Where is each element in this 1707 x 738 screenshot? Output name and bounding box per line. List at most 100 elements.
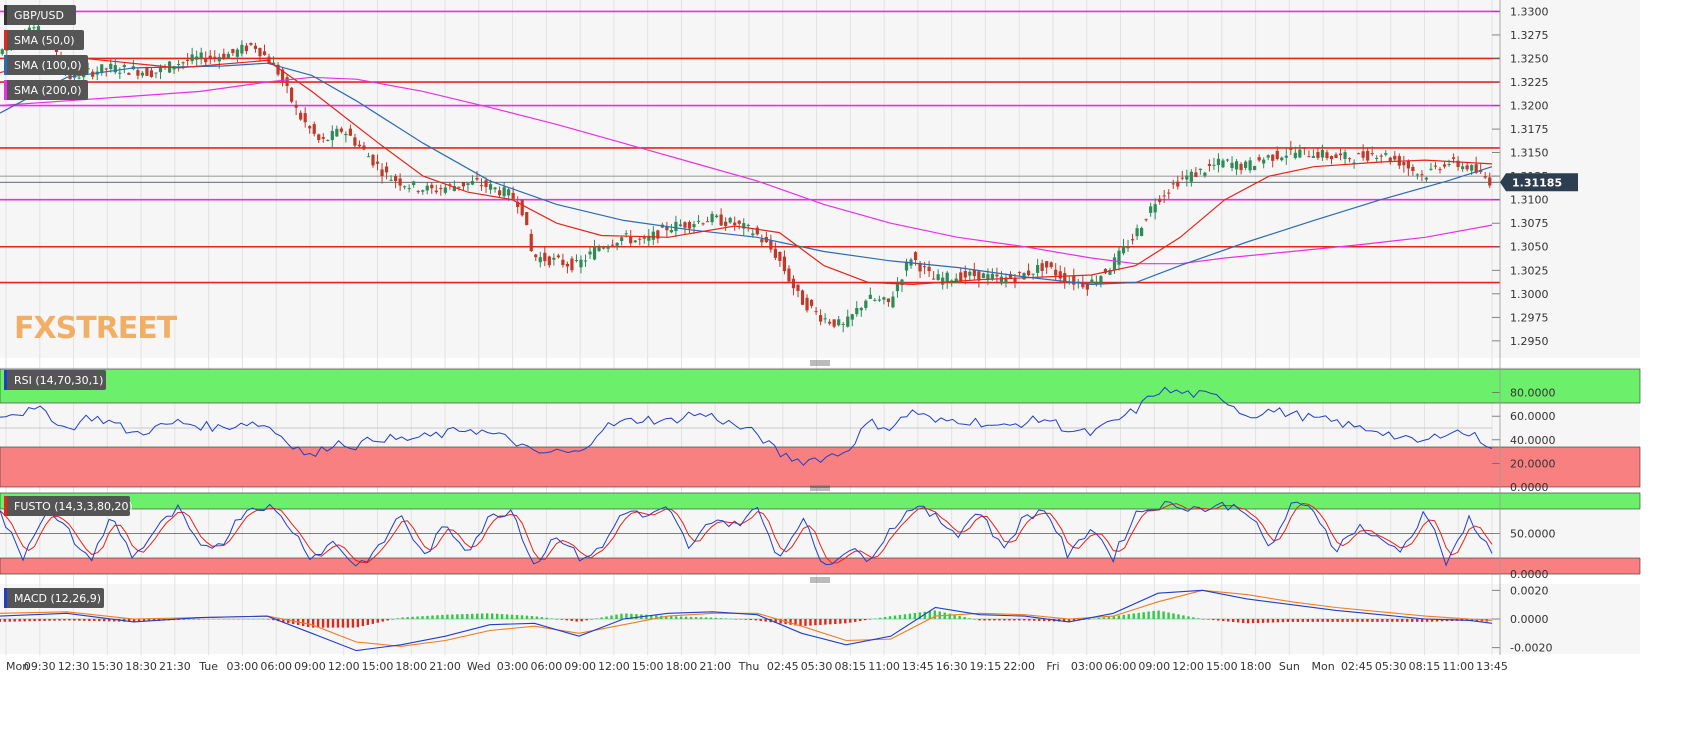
macd-histogram-bar	[1336, 619, 1339, 622]
macd-histogram-bar	[580, 619, 583, 622]
macd-histogram-bar	[1122, 614, 1125, 619]
macd-histogram-bar	[1236, 619, 1240, 623]
macd-histogram-bar	[734, 619, 738, 620]
candle	[366, 152, 371, 158]
macd-histogram-bar	[794, 619, 797, 626]
macd-histogram-bar	[351, 619, 355, 628]
macd-histogram-bar	[1182, 615, 1185, 619]
macd-histogram-bar	[1072, 619, 1076, 622]
macd-line	[0, 589, 1493, 652]
candle	[516, 196, 520, 214]
macd-histogram-bar	[1246, 619, 1250, 624]
macd-histogram-bar	[714, 617, 718, 619]
macd-histogram-bar	[326, 619, 330, 628]
macd-histogram-bar	[1276, 619, 1280, 623]
candle	[1302, 147, 1306, 155]
macd-histogram-bar	[719, 618, 723, 619]
svg-text:1.31185: 1.31185	[1512, 176, 1562, 189]
x-tick-label: 16:30	[936, 660, 968, 673]
sma200-line	[0, 76, 1493, 265]
candle	[371, 154, 375, 168]
macd-histogram-bar	[665, 616, 668, 619]
macd-histogram-bar	[600, 617, 603, 619]
macd-histogram-bar	[1207, 619, 1210, 620]
macd-histogram-bar	[779, 619, 782, 624]
macd-histogram-bar	[346, 619, 350, 628]
y-tick-label: 1.3225	[1510, 76, 1549, 89]
candle	[719, 208, 723, 227]
sma200-legend-chip[interactable]: SMA (200,0)	[4, 80, 88, 100]
candle	[647, 229, 651, 247]
macd-histogram-bar	[933, 610, 936, 619]
macd-histogram-bar	[361, 619, 365, 627]
panel-resize-handle[interactable]	[810, 485, 830, 491]
macd-histogram-bar	[381, 619, 384, 622]
candle	[140, 71, 145, 78]
candle	[1479, 163, 1483, 174]
stoch-legend-chip[interactable]: FUSTO (14,3,3,80,20)	[4, 496, 133, 516]
candle	[100, 64, 104, 76]
candle	[199, 47, 203, 65]
macd-histogram-bar	[1067, 619, 1071, 622]
candle	[687, 220, 692, 234]
macd-histogram-bar	[207, 619, 210, 620]
instrument-chip[interactable]: GBP/USD	[4, 5, 76, 25]
x-tick-label: 15:00	[632, 660, 664, 673]
macd-histogram-bar	[1013, 619, 1016, 621]
macd-histogram-bar	[1366, 619, 1369, 622]
candle	[1099, 274, 1103, 288]
macd-histogram-bar	[655, 615, 658, 619]
macd-histogram-bar	[993, 619, 996, 621]
candle	[855, 301, 859, 317]
candle	[728, 216, 732, 224]
candle	[484, 177, 488, 193]
panel-resize-handle[interactable]	[810, 577, 830, 583]
macd-histogram-bar	[406, 617, 409, 619]
candle	[1194, 167, 1198, 178]
candle	[715, 213, 719, 219]
candle	[344, 131, 348, 143]
candle	[1483, 171, 1487, 180]
macd-histogram-bar	[1152, 610, 1155, 619]
x-tick-label: 11:00	[868, 660, 900, 673]
candle	[538, 251, 542, 268]
macd-histogram-bar	[595, 618, 598, 619]
macd-legend-chip[interactable]: MACD (12,26,9)	[4, 588, 104, 608]
macd-histogram-bar	[535, 616, 539, 619]
candle	[362, 141, 366, 151]
candle	[1370, 146, 1374, 157]
rsi-legend-chip[interactable]: RSI (14,70,30,1)	[4, 370, 106, 390]
candle	[452, 180, 456, 192]
candle	[1334, 152, 1338, 159]
macd-histogram-bar	[461, 614, 464, 619]
y-tick-label: 1.3200	[1510, 100, 1549, 113]
macd-histogram-bar	[670, 616, 673, 619]
candle	[1257, 154, 1261, 163]
x-tick-label: 09:00	[294, 660, 326, 673]
macd-histogram-bar	[13, 619, 16, 622]
macd-histogram-bar	[58, 619, 61, 621]
candle	[262, 44, 267, 56]
macd-histogram-bar	[684, 616, 688, 619]
svg-text:RSI (14,70,30,1): RSI (14,70,30,1)	[14, 374, 103, 387]
candle	[877, 295, 881, 303]
macd-histogram-bar	[1162, 611, 1165, 619]
x-tick-label: 18:30	[125, 660, 157, 673]
macd-histogram-bar	[1217, 619, 1220, 621]
panel-resize-handle[interactable]	[810, 360, 830, 366]
candle	[1004, 273, 1008, 288]
candle	[1465, 161, 1469, 172]
sma50-legend-chip[interactable]: SMA (50,0)	[4, 30, 84, 50]
macd-histogram-bar	[545, 617, 549, 619]
candle	[348, 124, 352, 137]
macd-histogram-bar	[401, 617, 404, 619]
candle	[127, 72, 131, 75]
macd-histogram-bar	[1321, 619, 1324, 622]
y-tick-label: 80.0000	[1510, 387, 1556, 400]
sma100-legend-chip[interactable]: SMA (100,0)	[4, 55, 88, 75]
candle	[1180, 170, 1184, 181]
candle	[601, 245, 606, 250]
macd-histogram-bar	[983, 619, 986, 621]
candle	[1338, 148, 1343, 161]
